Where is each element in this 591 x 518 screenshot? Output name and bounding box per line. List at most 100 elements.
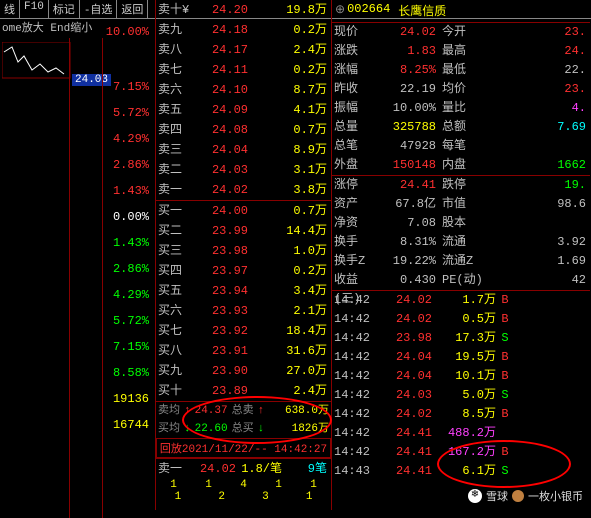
orderbook-row[interactable]: 卖一 24.02 3.8万 xyxy=(156,180,331,200)
level-price: 24.03 xyxy=(196,160,248,180)
level-price: 23.97 xyxy=(196,261,248,281)
tick-row[interactable]: 14:4224.04 19.5万B xyxy=(331,348,590,367)
info-row: 净资7.08 股本 xyxy=(331,214,590,233)
orderbook-row[interactable]: 买四 23.97 0.2万 xyxy=(156,261,331,281)
level-label: 卖八 xyxy=(156,40,196,60)
tick-row[interactable]: 14:4224.02 1.7万B xyxy=(331,291,590,310)
playback-time[interactable]: 回放2021/11/22/-- 14:42:27 xyxy=(156,438,331,458)
level-label: 买九 xyxy=(156,361,196,381)
mini-kline-chart xyxy=(2,42,72,80)
orderbook-row[interactable]: 买二 23.99 14.4万 xyxy=(156,221,331,241)
info-row: 资产67.8亿 市值98.6 xyxy=(331,195,590,214)
level-volume: 3.1万 xyxy=(248,160,331,180)
sell-one-detail: 卖一 24.02 1.8/笔 9笔 xyxy=(156,458,331,479)
stock-header[interactable]: ⊕ 002664 长鹰信质 xyxy=(331,0,590,23)
info-row: 涨停24.41 跌停19. xyxy=(331,176,590,195)
toolbar-button[interactable]: 返回 xyxy=(117,0,148,18)
orderbook-row[interactable]: 买八 23.91 31.6万 xyxy=(156,341,331,361)
left-panel: ome放大 End缩小 24.03 10.00%7.15%5.72%4.29%2… xyxy=(0,18,155,36)
level-volume: 0.7万 xyxy=(248,201,331,221)
scale-label: 0.00% xyxy=(103,204,155,230)
level-label: 买七 xyxy=(156,321,196,341)
level-volume: 3.8万 xyxy=(248,180,331,200)
level-volume: 27.0万 xyxy=(248,361,331,381)
info-row: 外盘150148 内盘1662 xyxy=(331,156,590,175)
level-price: 23.93 xyxy=(196,301,248,321)
info-row: 收益(三)0.430 PE(动)42 xyxy=(331,271,590,290)
toolbar-button[interactable]: F10 xyxy=(20,0,49,18)
level-volume: 2.4万 xyxy=(248,381,331,401)
level-price: 24.11 xyxy=(196,60,248,80)
level-volume: 8.9万 xyxy=(248,140,331,160)
level-price: 23.99 xyxy=(196,221,248,241)
level-volume: 2.1万 xyxy=(248,301,331,321)
orderbook-row[interactable]: 卖六 24.10 8.7万 xyxy=(156,80,331,100)
level-volume: 31.6万 xyxy=(248,341,331,361)
orderbook-row[interactable]: 买七 23.92 18.4万 xyxy=(156,321,331,341)
level-label: 买一 xyxy=(156,201,196,221)
level-volume: 0.2万 xyxy=(248,60,331,80)
toolbar-button[interactable]: 线 xyxy=(0,0,20,18)
level-label: 买三 xyxy=(156,241,196,261)
tick-row[interactable]: 14:4224.02 0.5万B xyxy=(331,310,590,329)
info-row: 振幅10.00% 量比4. xyxy=(331,99,590,118)
orderbook-row[interactable]: 卖九 24.18 0.2万 xyxy=(156,20,331,40)
divider xyxy=(69,38,70,518)
orderbook-row[interactable]: 卖四 24.08 0.7万 xyxy=(156,120,331,140)
scale-label: 5.72% xyxy=(103,308,155,334)
level-price: 24.09 xyxy=(196,100,248,120)
level-volume: 1.0万 xyxy=(248,241,331,261)
level-volume: 4.1万 xyxy=(248,100,331,120)
level-label: 卖二 xyxy=(156,160,196,180)
level-price: 23.94 xyxy=(196,281,248,301)
level-label: 买二 xyxy=(156,221,196,241)
orderbook-row[interactable]: 买三 23.98 1.0万 xyxy=(156,241,331,261)
info-row: 涨跌1.83 最高24. xyxy=(331,42,590,61)
level-volume: 2.4万 xyxy=(248,40,331,60)
level-label: 卖三 xyxy=(156,140,196,160)
orderbook-row[interactable]: 买一 24.00 0.7万 xyxy=(156,201,331,221)
scale-label: 7.15% xyxy=(103,74,155,100)
level-label: 卖四 xyxy=(156,120,196,140)
level-price: 24.17 xyxy=(196,40,248,60)
tick-row[interactable]: 14:4224.04 10.1万B xyxy=(331,367,590,386)
tick-row[interactable]: 14:4223.98 17.3万S xyxy=(331,329,590,348)
orderbook-row[interactable]: 买六 23.93 2.1万 xyxy=(156,301,331,321)
orderbook-row[interactable]: 卖十¥ 24.20 19.8万 xyxy=(156,0,331,20)
toolbar-button[interactable]: 标记 xyxy=(49,0,80,18)
orderbook-row[interactable]: 卖八 24.17 2.4万 xyxy=(156,40,331,60)
orderbook-row[interactable]: 卖三 24.04 8.9万 xyxy=(156,140,331,160)
scale-label: 1.43% xyxy=(103,230,155,256)
scale-label: 10.00% xyxy=(103,22,155,74)
xueqiu-logo-icon: ❄ xyxy=(468,489,482,503)
level-volume: 0.7万 xyxy=(248,120,331,140)
info-row: 总笔47928 每笔 xyxy=(331,137,590,156)
tick-row[interactable]: 14:4324.41 6.1万S xyxy=(331,462,590,481)
level-label: 买六 xyxy=(156,301,196,321)
tick-row[interactable]: 14:4224.41 167.2万B xyxy=(331,443,590,462)
orderbook-row[interactable]: 买九 23.90 27.0万 xyxy=(156,361,331,381)
orderbook-row[interactable]: 卖七 24.11 0.2万 xyxy=(156,60,331,80)
level-price: 23.92 xyxy=(196,321,248,341)
orderbook-row[interactable]: 卖五 24.09 4.1万 xyxy=(156,100,331,120)
orderbook-row[interactable]: 买五 23.94 3.4万 xyxy=(156,281,331,301)
scale-label: 4.29% xyxy=(103,282,155,308)
level-price: 23.89 xyxy=(196,381,248,401)
detail-numbers: 1231 xyxy=(156,491,331,503)
toolbar-button[interactable]: -自选 xyxy=(80,0,118,18)
level-volume: 18.4万 xyxy=(248,321,331,341)
level-price: 24.18 xyxy=(196,20,248,40)
tick-row[interactable]: 14:4224.02 8.5万B xyxy=(331,405,590,424)
level-label: 卖五 xyxy=(156,100,196,120)
watermark: ❄ 雪球 一枚小银币 xyxy=(468,488,583,504)
orderbook-row[interactable]: 买十 23.89 2.4万 xyxy=(156,381,331,401)
level-volume: 0.2万 xyxy=(248,261,331,281)
orderbook-row[interactable]: 卖二 24.03 3.1万 xyxy=(156,160,331,180)
buy-avg-row: 买均↓ 22.60 总买↓ 1826万 xyxy=(156,420,331,438)
detail-numbers: 11411 xyxy=(156,479,331,491)
tick-row[interactable]: 14:4224.41 488.2万 xyxy=(331,424,590,443)
level-label: 卖九 xyxy=(156,20,196,40)
tick-row[interactable]: 14:4224.03 5.0万S xyxy=(331,386,590,405)
level-price: 23.98 xyxy=(196,241,248,261)
info-row: 换手Z19.22% 流通Z1.69 xyxy=(331,252,590,271)
